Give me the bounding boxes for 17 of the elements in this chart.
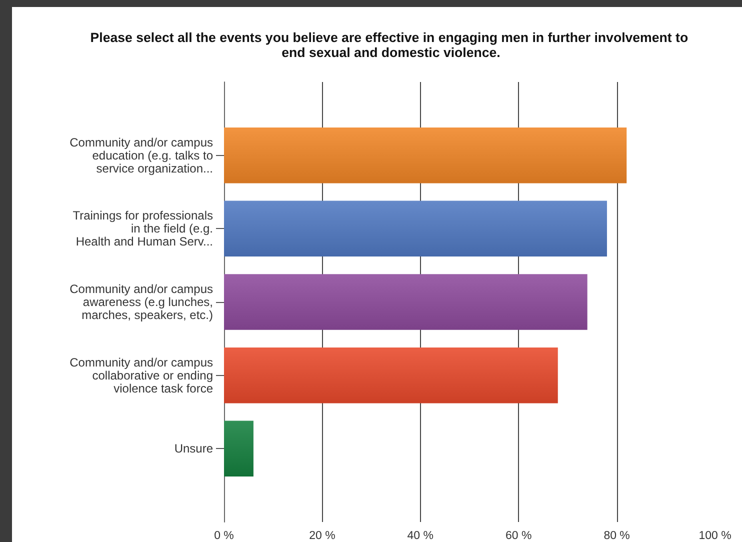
x-tick-label: 20 % (309, 530, 336, 542)
y-tick-label: Unsure (174, 442, 214, 456)
y-tick-label: Community and/or campus awareness (e.g lunches, marches, speakers, etc.) (70, 282, 213, 322)
bar (224, 127, 627, 184)
x-tick-label: 80 % (604, 530, 630, 542)
y-tick-label: Community and/or campus education (e.g. talks to service organization... (70, 135, 214, 176)
x-tick-label: 0 % (214, 530, 234, 542)
x-tick-label: 100 % (698, 530, 732, 542)
chart-title: Please select all the events you believe are effective in engaging men in further involvement to end sexual and domestic violence. (90, 30, 692, 60)
y-tick-label: Community and/or campus collaborative or ending violence task force (70, 355, 214, 396)
x-tick-label: 40 % (407, 530, 434, 542)
bar (224, 200, 607, 257)
bar (224, 274, 588, 330)
bar (224, 420, 254, 477)
y-tick-label: Trainings for professionals in the field (e.g. Health and Human Serv... (72, 208, 213, 249)
bar (224, 347, 558, 404)
x-tick-label: 60 % (505, 530, 532, 542)
